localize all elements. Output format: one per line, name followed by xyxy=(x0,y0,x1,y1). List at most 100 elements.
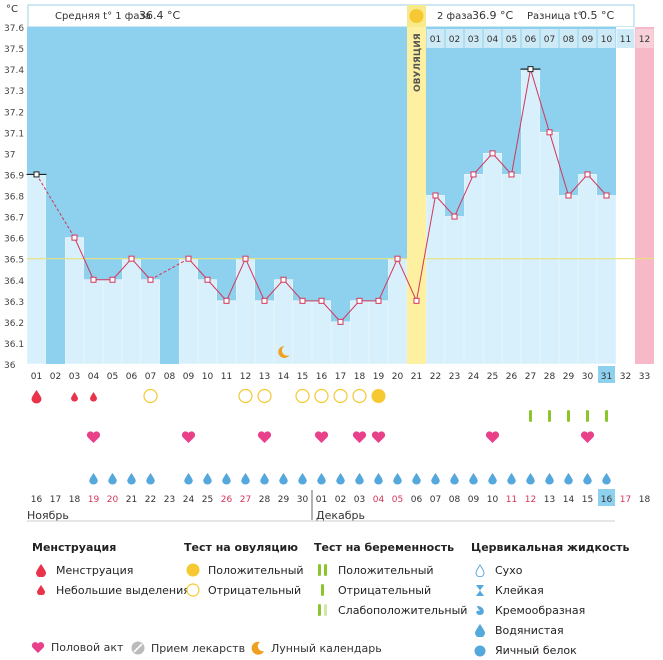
legend-label: Лунный календарь xyxy=(271,641,382,655)
temperature-segment xyxy=(435,195,455,217)
egg-drop-icon xyxy=(471,644,489,657)
temperature-column xyxy=(540,132,559,365)
calendar-day-label: 11 xyxy=(506,495,517,505)
legend-item-preg-faint: Слабоположительный xyxy=(314,600,467,620)
cycle-day-label: 11 xyxy=(221,372,232,382)
ovulation-test-negative-icon xyxy=(352,388,367,404)
phase2-day-cell xyxy=(540,29,559,48)
temperature-point xyxy=(413,297,420,304)
cycle-day-label: 19 xyxy=(373,372,385,382)
temperature-column xyxy=(464,174,483,365)
blood-drop-icon xyxy=(32,563,50,577)
phase2-day-cell xyxy=(502,29,521,48)
phase2-day-cell xyxy=(559,29,578,48)
temperature-segment xyxy=(492,153,512,175)
heart-icon xyxy=(580,431,595,443)
cycle-day-label: 33 xyxy=(639,372,650,382)
phase2-day-cell xyxy=(445,29,464,48)
heart-icon xyxy=(181,431,196,443)
phase2-day-label: 05 xyxy=(506,35,517,45)
temperature-point xyxy=(394,255,401,262)
calendar-date-axis: 16 17 18 19 20 21 22 23 24 25 26 27 28 29 30 01 02 03 04 05… xyxy=(31,489,650,506)
temperature-column xyxy=(236,258,255,365)
month-december: Декабрь xyxy=(316,509,365,522)
legend-label: Положительный xyxy=(208,563,304,577)
phase1-label: Средняя t° 1 фаза xyxy=(55,11,151,22)
fluid-drop-icon xyxy=(298,473,307,485)
legend-menstruation-title: Менструация xyxy=(32,541,117,554)
ovulation-label: ОВУЛЯЦИЯ xyxy=(413,33,423,92)
temperature-point xyxy=(565,192,572,199)
legend-lunar: Лунный календарь xyxy=(251,641,382,655)
temperature-columns xyxy=(27,68,654,365)
temperature-segment xyxy=(530,68,550,133)
temperature-column xyxy=(388,258,407,365)
legend-cervical-fluid: Цервикальная жидкость Сухо Клейкая Кремо… xyxy=(471,541,629,660)
fluid-drop-icon xyxy=(412,473,421,485)
temperature-point xyxy=(33,171,40,178)
fluid-drop-icon xyxy=(488,473,497,485)
temperature-column xyxy=(426,195,445,365)
cycle-day-label: 32 xyxy=(620,372,631,382)
cycle-day-label: 06 xyxy=(126,372,138,382)
legend-label: Кремообразная xyxy=(495,603,586,617)
temperature-segment xyxy=(549,132,569,196)
water-drop-icon xyxy=(471,623,489,637)
month-november: Ноябрь xyxy=(27,509,69,522)
fluid-drop-icon xyxy=(108,473,117,485)
ovulation-test-negative-icon xyxy=(314,388,329,404)
fluid-drop-icon xyxy=(127,473,136,485)
calendar-day-label: 24 xyxy=(183,495,195,505)
y-tick-label: 36.1 xyxy=(4,340,24,350)
cycle-day-label: 17 xyxy=(335,372,346,382)
fluid-drop-icon xyxy=(317,473,326,485)
calendar-day-label: 07 xyxy=(430,495,441,505)
temperature-segment xyxy=(511,69,531,175)
fluid-drop-icon xyxy=(203,473,212,485)
fluid-drop-icon xyxy=(355,473,364,485)
y-tick-label: 36.2 xyxy=(4,319,24,329)
legend-item-ovu-negative: Отрицательный xyxy=(184,580,304,600)
legend-item-menstruation: Менструация xyxy=(32,560,190,580)
pill-icon xyxy=(131,641,145,655)
legend-item-preg-positive: Положительный xyxy=(314,560,467,580)
temperature-point xyxy=(71,234,78,241)
fluid-drop-icon xyxy=(450,473,459,485)
spotting-drop-icon xyxy=(71,392,78,402)
ovulation-sun-icon xyxy=(409,9,424,23)
calendar-day-label: 22 xyxy=(145,495,156,505)
cycle-day-axis: 01 02 03 04 05 06 07 08 09 10 11 12 13 14 15 16 17 18 19 20… xyxy=(31,366,650,383)
temperature-point xyxy=(90,276,97,283)
temperature-point xyxy=(546,129,553,136)
fluid-drop-icon xyxy=(336,473,345,485)
legend-medication: Прием лекарств xyxy=(131,641,245,655)
temperature-point xyxy=(527,66,534,73)
fluid-drop-icon xyxy=(260,473,269,485)
cycle-day-label: 14 xyxy=(278,372,290,382)
fluid-drop-icon xyxy=(146,473,155,485)
calendar-day-label: 13 xyxy=(544,495,555,505)
temperature-column xyxy=(103,279,122,365)
y-tick-label: 37 xyxy=(4,150,15,160)
legend-pregnancy-test: Тест на беременность Положительный Отриц… xyxy=(314,541,467,620)
phase2-day-cell xyxy=(578,29,597,48)
calendar-day-label: 17 xyxy=(620,495,631,505)
cycle-day-label: 21 xyxy=(411,372,422,382)
calendar-day-label: 09 xyxy=(468,495,480,505)
y-tick-label: 36.9 xyxy=(4,171,24,181)
phase2-day-label: 08 xyxy=(563,35,575,45)
y-tick-label: 36.5 xyxy=(4,256,24,266)
cycle-day-label: 20 xyxy=(392,372,404,382)
temperature-column xyxy=(578,174,597,365)
ovulation-test-negative-icon xyxy=(143,388,158,404)
temperature-point xyxy=(280,276,287,283)
filled-circle-icon xyxy=(184,563,202,577)
temperature-point xyxy=(242,255,249,262)
calendar-day-label: 06 xyxy=(411,495,423,505)
temperature-point xyxy=(299,297,306,304)
calendar-day-label: 16 xyxy=(31,495,43,505)
phase2-day-label: 04 xyxy=(487,35,499,45)
temperature-column xyxy=(312,300,331,365)
fluid-drop-icon xyxy=(374,473,383,485)
